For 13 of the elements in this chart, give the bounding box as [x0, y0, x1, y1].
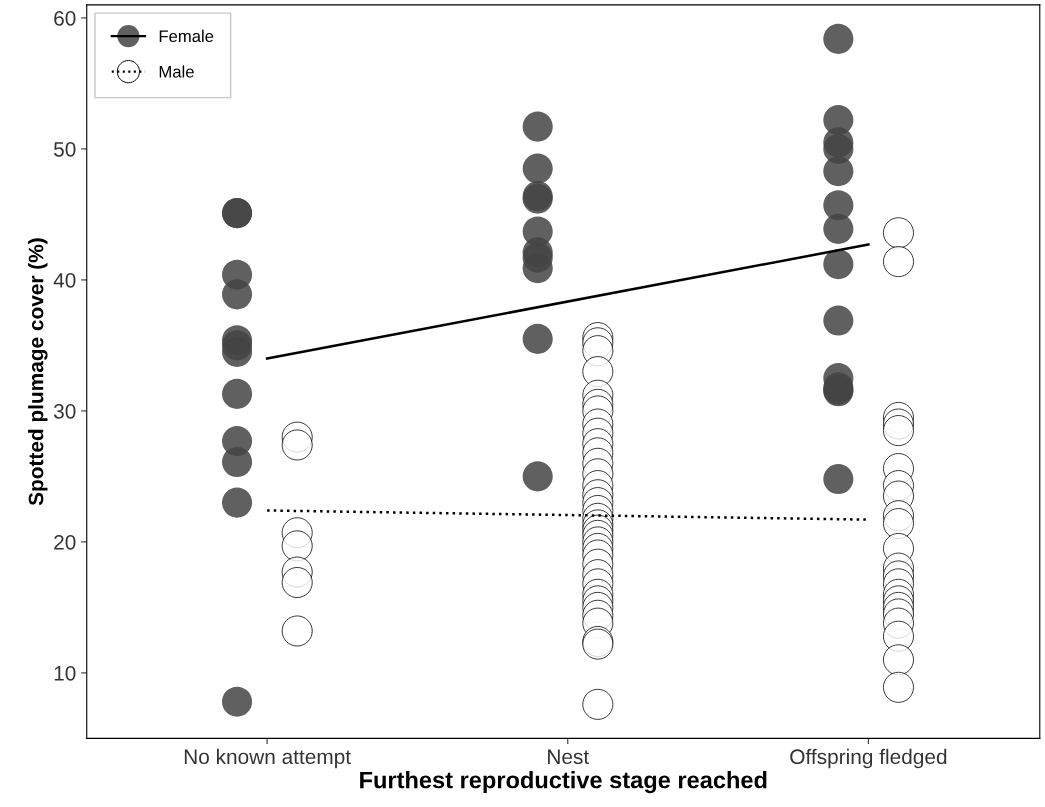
x-tick-label: Nest — [548, 749, 590, 765]
x-axis-title: Furthest reproductive stage reached — [360, 771, 767, 794]
legend-label: Male — [159, 65, 194, 78]
x-tick-label: Offspring fledged — [790, 748, 947, 769]
y-tick-label: 30 — [53, 403, 76, 419]
x-tick-label: No known attempt — [184, 748, 351, 769]
y-tick-label: 60 — [54, 10, 76, 26]
y-tick-label: 20 — [54, 534, 76, 550]
y-axis-title: Spotted plumage cover (%) — [28, 238, 48, 506]
y-tick-label: 40 — [53, 272, 76, 288]
y-tick-label: 50 — [53, 141, 76, 157]
legend-label: Female — [159, 29, 214, 43]
y-tick-label: 10 — [54, 665, 76, 681]
